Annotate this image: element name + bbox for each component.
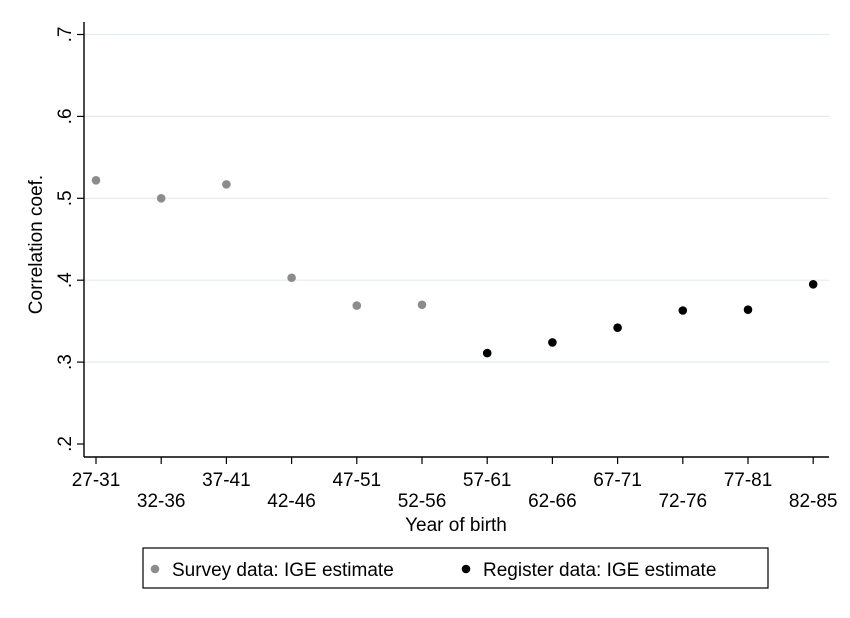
x-tick-label: 72-76: [658, 491, 707, 512]
register-data-point: [743, 305, 753, 314]
survey-data-point: [352, 301, 362, 310]
x-tick-label: 67-71: [593, 470, 642, 491]
x-tick-label: 82-85: [789, 491, 838, 512]
legend-register-label: Register data: IGE estimate: [483, 560, 716, 581]
survey-data-point: [156, 194, 166, 203]
y-tick-label: .5: [55, 190, 76, 206]
x-axis-ticks: 27-31 32-36 37-41 42-46 47-51 52-56 57-61 62-66…: [72, 457, 838, 512]
x-tick-label: 32-36: [137, 491, 186, 512]
grid-lines: [84, 33, 829, 363]
data-points: [91, 175, 818, 358]
survey-data-point: [222, 180, 231, 189]
y-tick-label: .6: [55, 108, 76, 124]
register-data-point: [678, 306, 688, 315]
x-tick-label: 57-61: [463, 470, 512, 491]
register-data-point: [613, 323, 622, 333]
y-axis-title: Correlation coef.: [26, 175, 47, 314]
survey-data-point: [417, 300, 427, 310]
y-tick-label: .3: [55, 354, 76, 370]
legend-register-marker: [461, 564, 471, 574]
x-tick-label: 52-56: [398, 491, 447, 512]
legend-survey-marker: [150, 564, 160, 574]
y-tick-label: .7: [55, 27, 76, 43]
x-tick-label: 47-51: [332, 470, 381, 491]
x-tick-label: 42-46: [267, 491, 316, 512]
register-data-point: [482, 348, 492, 358]
survey-data-point: [287, 273, 296, 283]
register-data-point: [548, 338, 557, 347]
survey-data-point: [91, 175, 101, 185]
legend-box: [142, 547, 769, 589]
x-axis-title: Year of birth: [405, 515, 507, 536]
legend: Survey data: IGE estimate Register data: …: [142, 547, 769, 589]
x-tick-label: 27-31: [72, 470, 121, 491]
register-data-point: [808, 279, 818, 289]
legend-survey-label: Survey data: IGE estimate: [172, 560, 394, 581]
y-axis-ticks: .2 .3 .4 .5 .6 .7: [55, 27, 84, 452]
x-tick-label: 62-66: [528, 491, 577, 512]
x-tick-label: 77-81: [724, 470, 773, 491]
y-tick-label: .2: [55, 436, 76, 452]
y-tick-label: .4: [55, 272, 76, 288]
x-tick-label: 37-41: [202, 470, 251, 491]
